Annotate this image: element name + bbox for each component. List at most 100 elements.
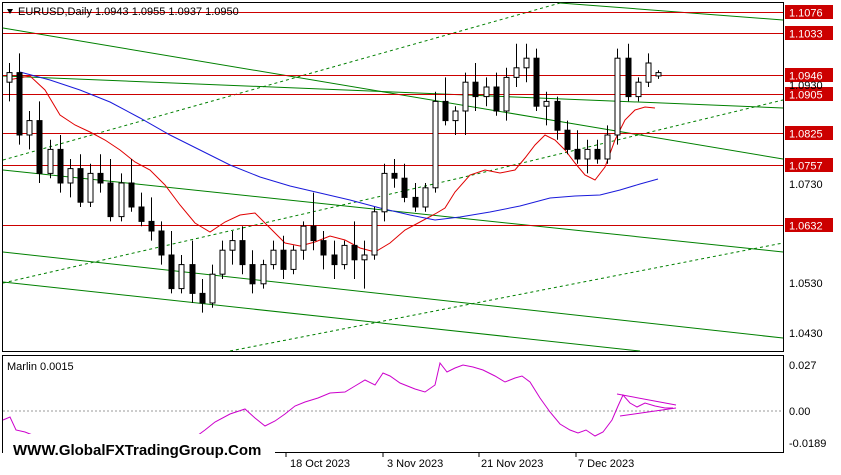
oscillator-triangle xyxy=(616,393,677,417)
candle xyxy=(391,159,398,188)
candle xyxy=(249,250,256,294)
candle xyxy=(533,48,540,111)
bearish-candle-body xyxy=(574,148,581,160)
level-label-box xyxy=(785,87,833,101)
candle xyxy=(16,53,23,145)
bullish-candle-body xyxy=(523,57,530,69)
candle xyxy=(472,63,479,111)
candle xyxy=(178,255,185,294)
bullish-candle-body xyxy=(635,81,642,98)
level-label: 1.0905 xyxy=(789,90,823,102)
candle xyxy=(148,197,155,241)
chart-menu-triangle-icon[interactable] xyxy=(7,9,13,14)
candle xyxy=(483,77,490,107)
candle xyxy=(554,96,561,140)
candle xyxy=(300,221,307,260)
bearish-candle-body xyxy=(128,182,135,208)
bullish-candle-body xyxy=(260,264,267,285)
watermark-background xyxy=(3,434,275,472)
candle xyxy=(655,70,662,79)
bearish-candle-body xyxy=(493,86,500,112)
candle xyxy=(67,159,74,198)
candle xyxy=(412,183,419,212)
candle xyxy=(614,48,621,145)
candle xyxy=(513,43,520,87)
trend-channels xyxy=(2,2,784,352)
price-axis: 1.0930 1.0730 1.0530 1.0430 xyxy=(789,80,823,340)
bullish-candle-body xyxy=(341,244,348,266)
bearish-candle-body xyxy=(594,148,601,160)
candle xyxy=(168,231,175,294)
candle xyxy=(523,43,530,83)
candle xyxy=(290,245,297,275)
candle xyxy=(594,139,601,164)
level-label-box xyxy=(785,158,833,172)
candlesticks xyxy=(6,43,662,313)
bullish-candle-body xyxy=(67,168,74,184)
oscillator-panel-frame xyxy=(2,355,784,453)
candle xyxy=(625,43,632,102)
candle xyxy=(189,240,196,303)
channel-line xyxy=(559,2,784,21)
bullish-candle-body xyxy=(543,100,550,107)
price-tick-label: 1.0730 xyxy=(789,179,823,191)
level-label-box xyxy=(785,68,833,82)
bearish-candle-body xyxy=(168,254,175,290)
candle xyxy=(199,279,206,313)
price-tick-label: 1.0930 xyxy=(789,80,823,92)
price-tick-label: 1.0430 xyxy=(789,328,823,340)
level-label: 1.0825 xyxy=(789,129,823,141)
bearish-candle-body xyxy=(148,220,155,232)
bearish-candle-body xyxy=(391,172,398,179)
candle xyxy=(584,139,591,174)
candle xyxy=(331,240,338,279)
candle xyxy=(77,154,84,207)
bullish-candle-body xyxy=(361,254,368,261)
bearish-candle-body xyxy=(533,57,540,107)
bullish-candle-body xyxy=(381,172,388,213)
bullish-candle-body xyxy=(422,187,429,208)
bearish-candle-body xyxy=(442,100,449,122)
bearish-candle-body xyxy=(239,240,246,266)
bearish-candle-body xyxy=(97,172,104,184)
bullish-candle-body xyxy=(645,62,652,83)
level-label-box xyxy=(785,26,833,40)
bullish-candle-body xyxy=(503,76,510,112)
channel-dashed-line xyxy=(229,242,784,352)
bullish-candle-body xyxy=(47,148,54,174)
bearish-candle-body xyxy=(401,177,408,198)
candle xyxy=(452,106,459,135)
bullish-candle-body xyxy=(655,72,662,77)
time-tick-label: 21 Nov 2023 xyxy=(481,458,543,470)
candle xyxy=(574,130,581,164)
bearish-candle-body xyxy=(199,292,206,304)
bearish-candle-body xyxy=(310,225,317,242)
channel-line xyxy=(2,251,784,339)
bullish-candle-body xyxy=(371,211,378,256)
time-tick-label: 3 Nov 2023 xyxy=(387,458,443,470)
level-label-box xyxy=(785,5,833,19)
price-tick-label: 1.0530 xyxy=(789,278,823,290)
candle xyxy=(87,163,94,207)
bullish-candle-body xyxy=(270,249,277,266)
bearish-candle-body xyxy=(107,182,114,218)
candle xyxy=(604,125,611,164)
candle xyxy=(320,231,327,270)
oscillator-tick-label: 0.027 xyxy=(789,360,817,372)
bearish-candle-body xyxy=(351,244,358,261)
price-panel-frame xyxy=(2,2,784,352)
horizontal-levels: 1.1076 1.1033 1.0946 1.0905 1.0825 1.0757 1.06… xyxy=(3,5,833,233)
candle xyxy=(209,264,216,308)
bullish-candle-body xyxy=(178,264,185,290)
bearish-candle-body xyxy=(280,249,287,270)
candle xyxy=(401,163,408,203)
bearish-candle-body xyxy=(472,81,479,98)
channel-line xyxy=(2,27,784,160)
level-label: 1.1076 xyxy=(789,8,823,20)
bullish-candle-body xyxy=(6,72,13,83)
bullish-candle-body xyxy=(452,110,459,122)
candle xyxy=(97,154,104,193)
candle xyxy=(381,163,388,222)
bullish-candle-body xyxy=(118,182,125,218)
